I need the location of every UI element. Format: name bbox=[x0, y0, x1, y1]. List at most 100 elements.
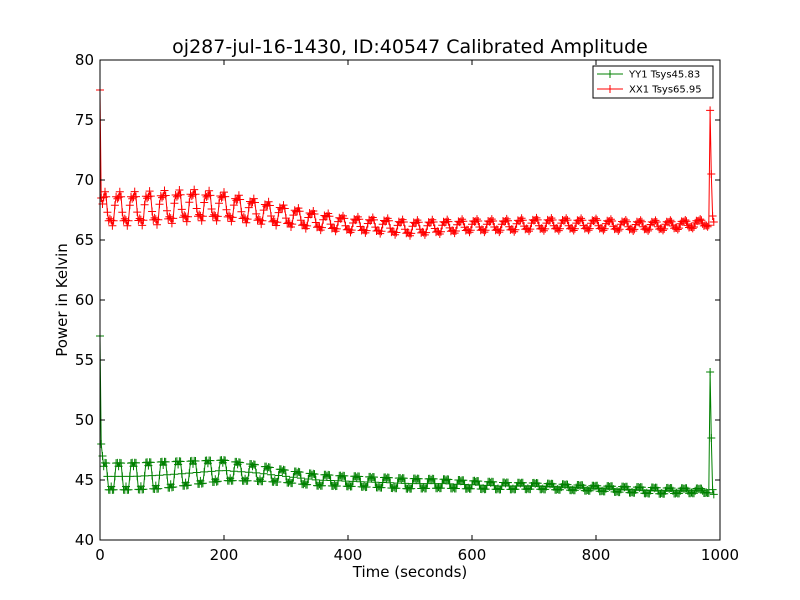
data-point bbox=[257, 220, 266, 229]
data-point bbox=[139, 485, 148, 494]
y-axis-label: Power in Kelvin bbox=[53, 243, 71, 357]
data-point bbox=[378, 478, 387, 487]
data-point bbox=[443, 215, 452, 224]
data-point bbox=[130, 187, 139, 196]
data-point bbox=[177, 205, 186, 214]
data-point bbox=[438, 479, 447, 488]
data-point bbox=[334, 476, 343, 485]
data-point bbox=[288, 220, 297, 229]
data-point bbox=[191, 190, 200, 199]
data-point bbox=[207, 205, 216, 213]
data-point bbox=[706, 106, 715, 115]
data-point bbox=[450, 229, 459, 238]
data-point bbox=[279, 201, 288, 210]
data-point bbox=[176, 190, 185, 199]
data-point bbox=[708, 485, 717, 494]
data-point bbox=[110, 201, 119, 210]
data-point bbox=[158, 193, 166, 202]
y-tick-label: 55 bbox=[75, 351, 94, 369]
data-point bbox=[109, 485, 118, 494]
data-point bbox=[170, 470, 179, 479]
data-point bbox=[458, 215, 467, 224]
data-point bbox=[377, 483, 386, 492]
data-point bbox=[282, 472, 290, 481]
y-tick-label: 40 bbox=[75, 531, 94, 549]
data-point bbox=[474, 477, 483, 486]
data-point bbox=[103, 472, 112, 481]
data-point bbox=[541, 224, 550, 233]
data-point bbox=[280, 204, 289, 213]
data-point bbox=[210, 210, 219, 219]
data-point bbox=[510, 227, 519, 236]
plot-area bbox=[96, 86, 718, 499]
data-point bbox=[675, 224, 684, 233]
data-point bbox=[124, 485, 133, 494]
data-point bbox=[451, 484, 460, 493]
data-point bbox=[289, 473, 298, 482]
data-point bbox=[258, 216, 267, 225]
data-point bbox=[109, 216, 118, 225]
data-point bbox=[264, 197, 273, 206]
data-point bbox=[259, 469, 268, 478]
data-point bbox=[200, 467, 209, 476]
data-point bbox=[282, 214, 290, 223]
data-point bbox=[284, 218, 293, 227]
data-point bbox=[682, 217, 691, 226]
y-tick-label: 70 bbox=[75, 171, 94, 189]
data-point bbox=[220, 188, 228, 197]
data-point bbox=[429, 218, 438, 226]
data-point bbox=[163, 206, 171, 215]
data-point bbox=[295, 468, 304, 477]
data-point bbox=[614, 226, 623, 235]
data-point bbox=[295, 207, 304, 216]
x-tick-label: 200 bbox=[210, 546, 239, 564]
data-point bbox=[563, 216, 572, 225]
chart-title: oj287-jul-16-1430, ID:40547 Calibrated A… bbox=[172, 36, 648, 58]
data-point bbox=[175, 186, 184, 194]
data-point bbox=[480, 228, 489, 237]
data-point bbox=[496, 485, 505, 494]
data-point bbox=[704, 488, 713, 497]
data-point bbox=[525, 227, 533, 236]
data-point bbox=[319, 476, 328, 485]
data-point bbox=[140, 471, 149, 480]
legend: YY1 Tsys45.83 XX1 Tsys65.95 bbox=[592, 65, 714, 99]
data-point bbox=[548, 216, 557, 224]
data-point bbox=[355, 472, 364, 481]
data-point bbox=[708, 212, 717, 220]
y-tick-label: 65 bbox=[75, 231, 94, 249]
data-point bbox=[247, 199, 256, 208]
data-point bbox=[707, 170, 716, 178]
data-point bbox=[244, 468, 253, 477]
data-point bbox=[621, 216, 630, 224]
data-point bbox=[688, 224, 697, 233]
data-point bbox=[429, 474, 438, 483]
x-tick-label: 0 bbox=[95, 546, 105, 564]
data-point bbox=[310, 210, 319, 218]
data-point bbox=[123, 221, 132, 230]
data-point bbox=[105, 214, 114, 223]
data-point bbox=[133, 208, 142, 217]
data-point bbox=[102, 192, 111, 201]
data-point bbox=[244, 203, 253, 212]
data-point bbox=[704, 221, 713, 230]
data-point bbox=[303, 480, 312, 489]
data-point bbox=[229, 467, 238, 476]
data-point bbox=[645, 225, 654, 234]
data-point bbox=[615, 225, 624, 234]
data-point bbox=[709, 218, 718, 226]
data-point bbox=[202, 192, 211, 201]
data-point bbox=[533, 215, 542, 224]
legend-marker bbox=[606, 85, 614, 93]
data-point bbox=[311, 475, 320, 484]
data-point bbox=[355, 215, 364, 224]
data-point bbox=[414, 474, 423, 483]
data-point bbox=[392, 484, 401, 493]
data-point bbox=[377, 227, 386, 236]
data-point bbox=[415, 479, 424, 488]
data-point bbox=[148, 471, 157, 480]
data-point bbox=[222, 466, 231, 475]
legend-label: XX1 Tsys65.95 bbox=[629, 85, 702, 96]
data-point bbox=[273, 478, 282, 486]
